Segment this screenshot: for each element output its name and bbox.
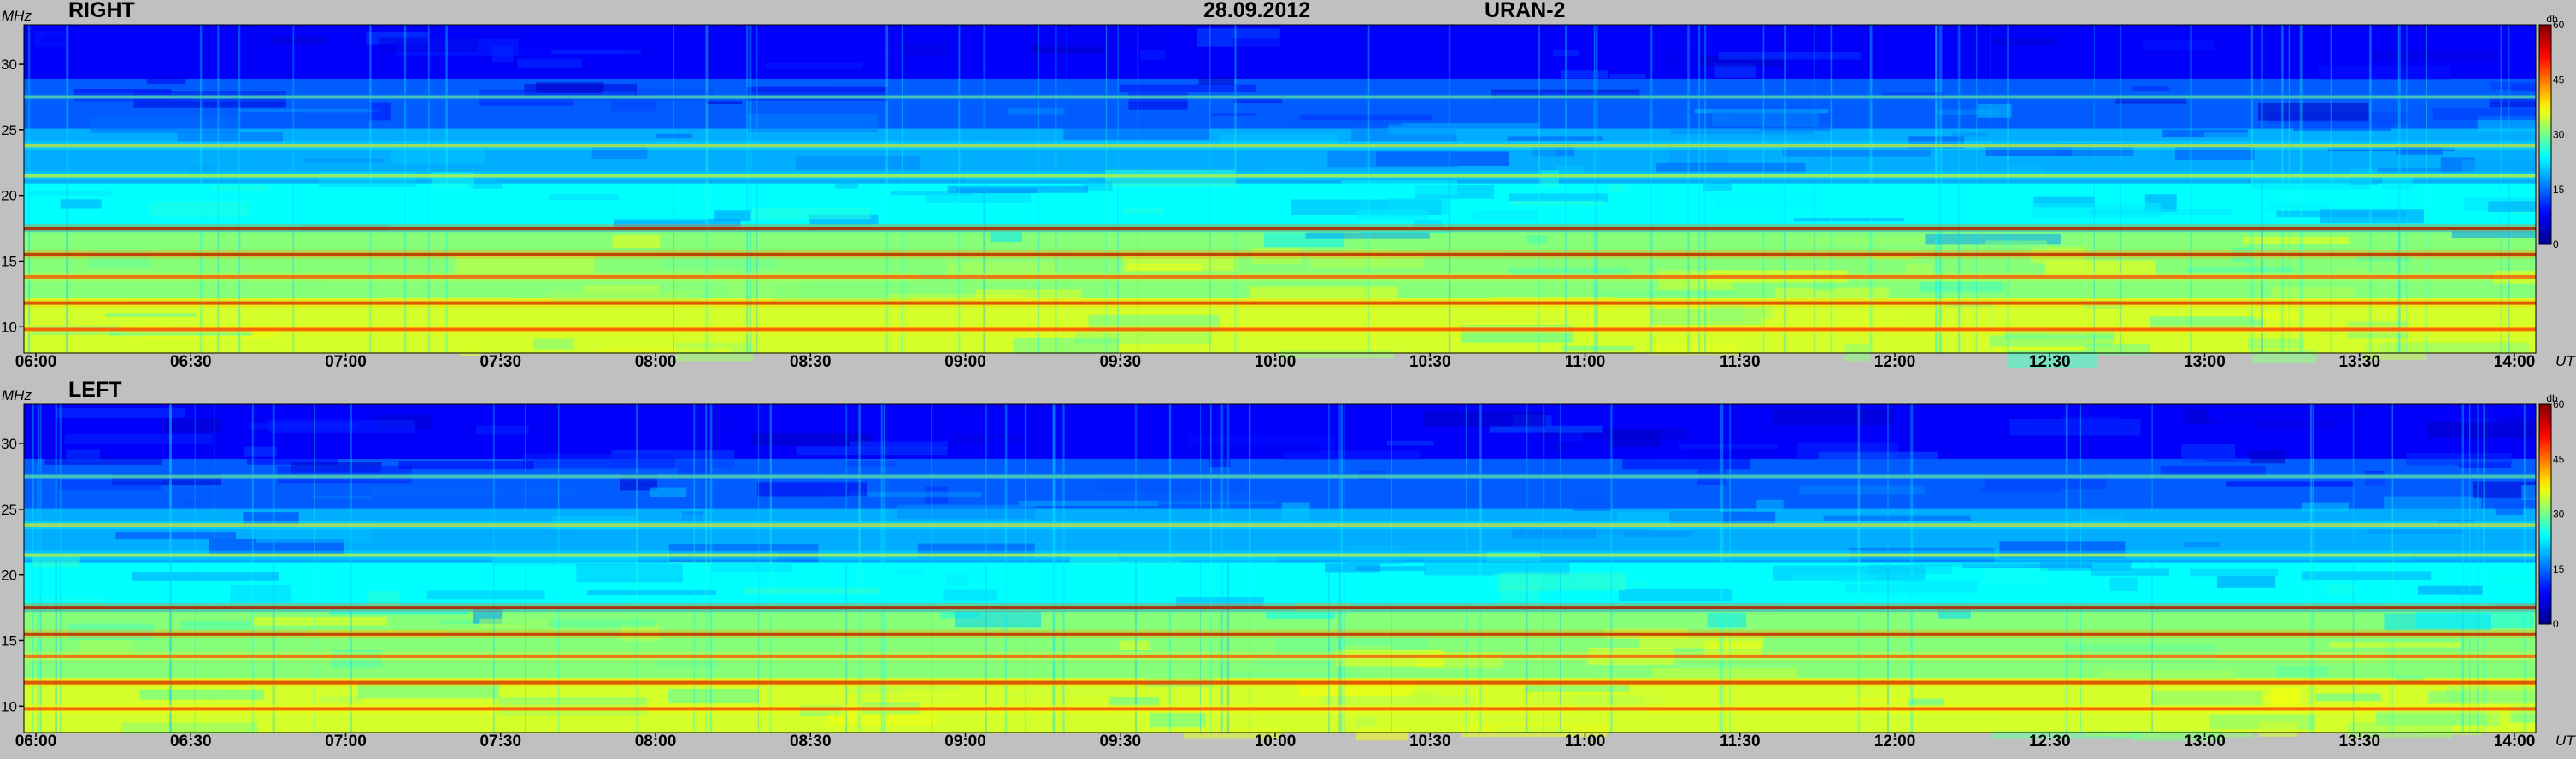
x-tick-label: 07:00 <box>325 353 367 371</box>
x-tick-label: 10:30 <box>1409 353 1451 371</box>
x-tick-label: 07:30 <box>479 353 521 371</box>
x-tick-label: 12:30 <box>2029 353 2071 371</box>
x-tick-label: 06:00 <box>15 733 57 750</box>
x-tick-label: 07:00 <box>325 733 367 750</box>
band-5 <box>24 553 2536 557</box>
y-tick-label: 20 <box>1 188 17 204</box>
header-instrument: URAN-2 <box>1485 0 1566 22</box>
x-tick-label: 07:30 <box>479 733 521 750</box>
band-1 <box>24 301 2536 305</box>
y-tick-label: 10 <box>1 319 17 335</box>
band-7 <box>24 95 2536 99</box>
x-tick-label: 06:30 <box>170 733 212 750</box>
x-tick-label: 09:30 <box>1099 353 1141 371</box>
bottom-panel-ylabel: MHz <box>2 387 32 403</box>
band-6 <box>24 144 2536 148</box>
top-panel-ylabel: MHz <box>2 8 32 24</box>
x-tick-label: 13:30 <box>2338 733 2380 750</box>
y-tick-label: 15 <box>1 254 17 270</box>
y-tick-label: 30 <box>1 56 17 73</box>
x-tick-label: 10:30 <box>1409 733 1451 750</box>
colorbar-tick-label: 45 <box>2553 74 2565 85</box>
band-7 <box>24 474 2536 479</box>
colorbar-tick-label: 15 <box>2553 563 2565 575</box>
top-panel-label: RIGHT <box>68 0 135 22</box>
x-tick-label: 12:30 <box>2029 733 2071 750</box>
x-tick-label: 06:30 <box>170 353 212 371</box>
y-tick-label: 20 <box>1 568 17 584</box>
spectrogram-panel-right: 30 25 20 15 10 06:00 06:30 07:00 07:30 08:00 08:30… <box>1 24 2537 371</box>
band-0 <box>24 327 2536 332</box>
x-tick-label: 08:30 <box>790 733 832 750</box>
colorbar-unit: db <box>2546 13 2558 25</box>
y-tick-label: 25 <box>1 502 17 518</box>
x-tick-label: 12:00 <box>1874 353 1916 371</box>
x-tick-label: 11:30 <box>1720 733 1761 750</box>
x-tick-label: 11:00 <box>1565 733 1606 750</box>
y-tick-label: 30 <box>1 436 17 452</box>
band-2 <box>24 654 2536 658</box>
band-6 <box>24 523 2536 527</box>
x-tick-label: 09:00 <box>944 733 986 750</box>
colorbar-tick-label: 15 <box>2553 184 2565 196</box>
colorbar-tick-label: 0 <box>2553 238 2559 250</box>
band-0 <box>24 707 2536 711</box>
y-tick-label: 25 <box>1 122 17 138</box>
x-tick-label: 13:00 <box>2184 733 2226 750</box>
x-tick-label: 10:00 <box>1255 353 1297 371</box>
band-1 <box>24 680 2536 685</box>
colorbar-unit: db <box>2546 392 2558 404</box>
x-tick-label: 08:00 <box>635 353 677 371</box>
colorbar-tick-label: 60 <box>2553 398 2565 410</box>
x-tick-label: 06:00 <box>15 353 57 371</box>
band-3 <box>24 252 2536 256</box>
x-tick-label: 13:00 <box>2184 353 2226 371</box>
band-3 <box>24 632 2536 636</box>
y-tick-label: 10 <box>1 698 17 715</box>
colorbar-tick-label: 30 <box>2553 129 2565 141</box>
x-tick-label: 11:00 <box>1565 353 1606 371</box>
colorbar-tick-label: 60 <box>2553 19 2565 31</box>
band-4 <box>24 606 2536 610</box>
x-tick-label: 09:00 <box>944 353 986 371</box>
x-tick-label: 12:00 <box>1874 733 1916 750</box>
x-tick-label: 08:00 <box>635 733 677 750</box>
colorbar-tick-label: 0 <box>2553 618 2559 630</box>
band-4 <box>24 227 2536 231</box>
colorbar-tick-label: 30 <box>2553 509 2565 521</box>
header-date: 28.09.2012 <box>1203 0 1311 22</box>
x-tick-label: 11:30 <box>1720 353 1761 371</box>
band-2 <box>24 274 2536 279</box>
x-tick-label: 09:30 <box>1099 733 1141 750</box>
band-5 <box>24 174 2536 178</box>
y-tick-label: 15 <box>1 633 17 650</box>
bottom-panel-xlabel: UT <box>2555 733 2575 749</box>
spectrogram-panel-left: 30 25 20 15 10 06:00 06:30 07:00 07:30 08:00 08:30… <box>1 403 2537 750</box>
x-tick-label: 14:00 <box>2494 353 2536 371</box>
x-tick-label: 14:00 <box>2494 733 2536 750</box>
colorbar-tick-label: 45 <box>2553 453 2565 465</box>
x-tick-label: 08:30 <box>790 353 832 371</box>
x-tick-label: 10:00 <box>1255 733 1297 750</box>
bottom-panel-label: LEFT <box>68 378 122 402</box>
top-panel-xlabel: UT <box>2555 353 2575 369</box>
x-tick-label: 13:30 <box>2338 353 2380 371</box>
